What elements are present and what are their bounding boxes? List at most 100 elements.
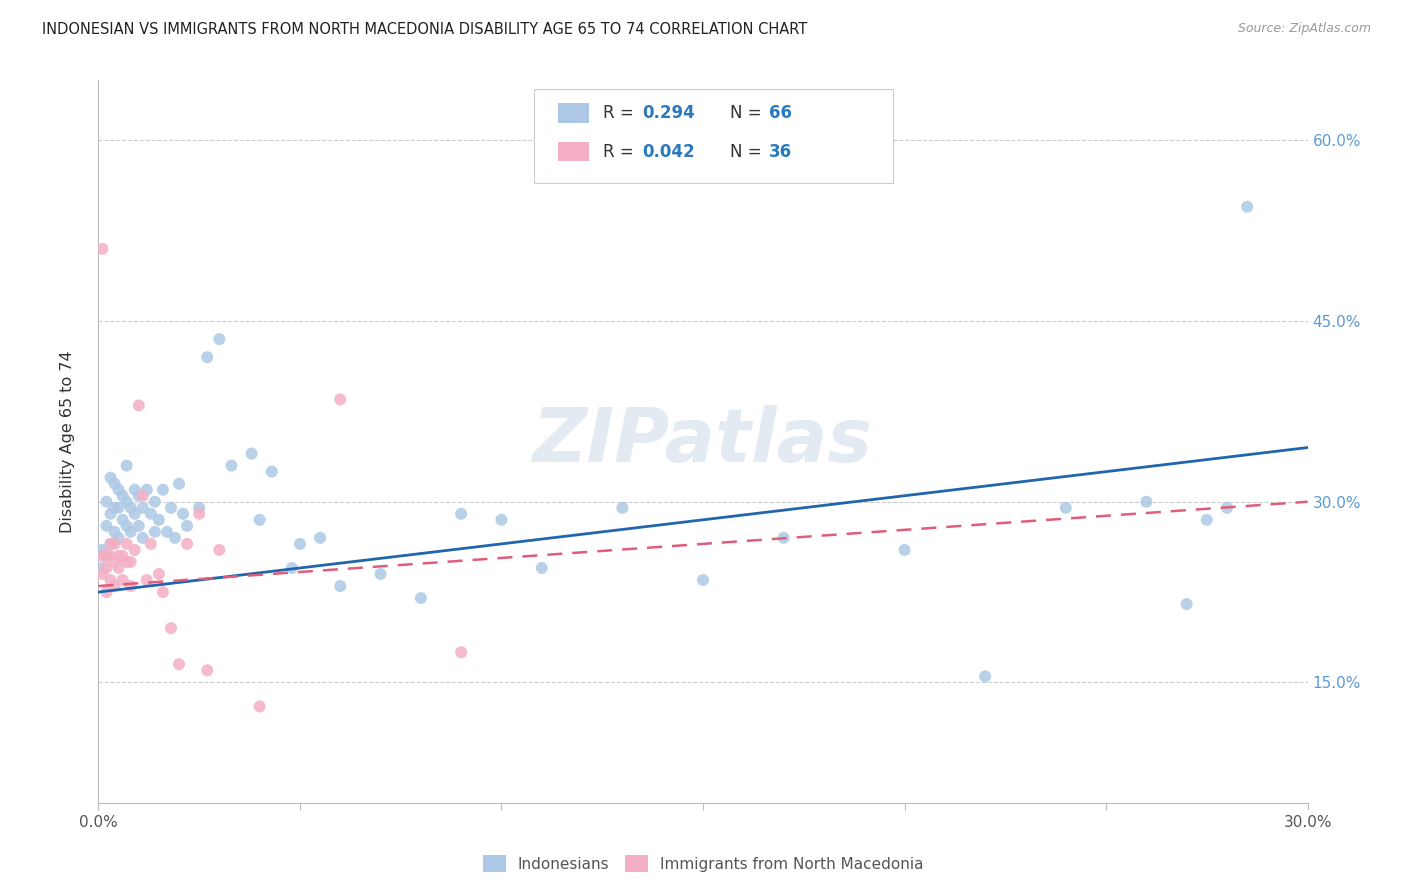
Point bbox=[124, 542, 146, 557]
Point bbox=[91, 542, 114, 557]
Point bbox=[135, 573, 157, 587]
Point bbox=[91, 561, 114, 575]
Point bbox=[107, 483, 129, 497]
Y-axis label: Disability Age 65 to 74: Disability Age 65 to 74 bbox=[60, 351, 75, 533]
Point bbox=[120, 555, 142, 569]
Point bbox=[115, 458, 138, 473]
Point bbox=[115, 555, 138, 569]
Point bbox=[167, 657, 190, 672]
Point bbox=[103, 524, 125, 539]
Point bbox=[96, 585, 118, 599]
Point bbox=[91, 549, 114, 563]
Point bbox=[974, 669, 997, 683]
Point bbox=[100, 470, 122, 484]
Point bbox=[249, 513, 271, 527]
Point bbox=[103, 476, 125, 491]
Point bbox=[111, 513, 134, 527]
Point bbox=[176, 537, 198, 551]
Text: INDONESIAN VS IMMIGRANTS FROM NORTH MACEDONIA DISABILITY AGE 65 TO 74 CORRELATIO: INDONESIAN VS IMMIGRANTS FROM NORTH MACE… bbox=[42, 22, 807, 37]
Point bbox=[96, 549, 118, 563]
Point bbox=[172, 507, 194, 521]
Point bbox=[120, 579, 142, 593]
Point bbox=[107, 500, 129, 515]
Point bbox=[1175, 597, 1198, 611]
Point bbox=[1216, 500, 1239, 515]
Point bbox=[107, 549, 129, 563]
Point bbox=[96, 494, 118, 508]
Point bbox=[115, 537, 138, 551]
Point bbox=[128, 398, 150, 412]
Point bbox=[1195, 513, 1218, 527]
Text: 0.294: 0.294 bbox=[643, 104, 696, 122]
Point bbox=[450, 507, 472, 521]
Point bbox=[111, 573, 134, 587]
Point bbox=[103, 579, 125, 593]
Point bbox=[188, 500, 211, 515]
Point bbox=[143, 524, 166, 539]
Point bbox=[148, 513, 170, 527]
Point bbox=[96, 549, 118, 563]
Point bbox=[148, 567, 170, 582]
Point bbox=[103, 555, 125, 569]
Point bbox=[132, 489, 155, 503]
Point bbox=[309, 531, 332, 545]
Point bbox=[91, 242, 114, 256]
Point bbox=[491, 513, 513, 527]
Point bbox=[195, 350, 218, 364]
Point bbox=[100, 537, 122, 551]
Point bbox=[100, 573, 122, 587]
Point bbox=[96, 518, 118, 533]
Point bbox=[111, 549, 134, 563]
Point bbox=[208, 332, 231, 346]
Point bbox=[156, 524, 179, 539]
Point bbox=[139, 507, 162, 521]
Point bbox=[163, 531, 186, 545]
Point bbox=[329, 392, 352, 407]
Point bbox=[260, 465, 283, 479]
Point bbox=[152, 483, 174, 497]
Text: R =: R = bbox=[603, 104, 640, 122]
Point bbox=[124, 507, 146, 521]
Point bbox=[1236, 200, 1258, 214]
Text: N =: N = bbox=[730, 104, 766, 122]
Point bbox=[530, 561, 553, 575]
Point bbox=[188, 507, 211, 521]
Text: R =: R = bbox=[603, 143, 640, 161]
Point bbox=[120, 500, 142, 515]
Text: N =: N = bbox=[730, 143, 766, 161]
Point bbox=[281, 561, 304, 575]
Point bbox=[91, 567, 114, 582]
Point bbox=[240, 446, 263, 460]
Point bbox=[160, 621, 183, 635]
Point bbox=[160, 500, 183, 515]
Point bbox=[139, 537, 162, 551]
Point bbox=[370, 567, 392, 582]
Point bbox=[772, 531, 794, 545]
Point bbox=[143, 494, 166, 508]
Point bbox=[128, 518, 150, 533]
Point bbox=[221, 458, 243, 473]
Point bbox=[1054, 500, 1077, 515]
Point bbox=[132, 500, 155, 515]
Point bbox=[450, 645, 472, 659]
Point bbox=[249, 699, 271, 714]
Point bbox=[120, 524, 142, 539]
Point bbox=[107, 561, 129, 575]
Point bbox=[96, 561, 118, 575]
Point bbox=[128, 489, 150, 503]
Point bbox=[329, 579, 352, 593]
Text: 36: 36 bbox=[769, 143, 792, 161]
Point bbox=[692, 573, 714, 587]
Point bbox=[107, 531, 129, 545]
Point bbox=[152, 585, 174, 599]
Point bbox=[115, 494, 138, 508]
Point bbox=[288, 537, 311, 551]
Text: ZIPatlas: ZIPatlas bbox=[533, 405, 873, 478]
Point bbox=[124, 483, 146, 497]
Point bbox=[409, 591, 432, 606]
Legend: Indonesians, Immigrants from North Macedonia: Indonesians, Immigrants from North Maced… bbox=[477, 849, 929, 879]
Point bbox=[135, 483, 157, 497]
Point bbox=[176, 518, 198, 533]
Point bbox=[167, 476, 190, 491]
Point bbox=[1135, 494, 1157, 508]
